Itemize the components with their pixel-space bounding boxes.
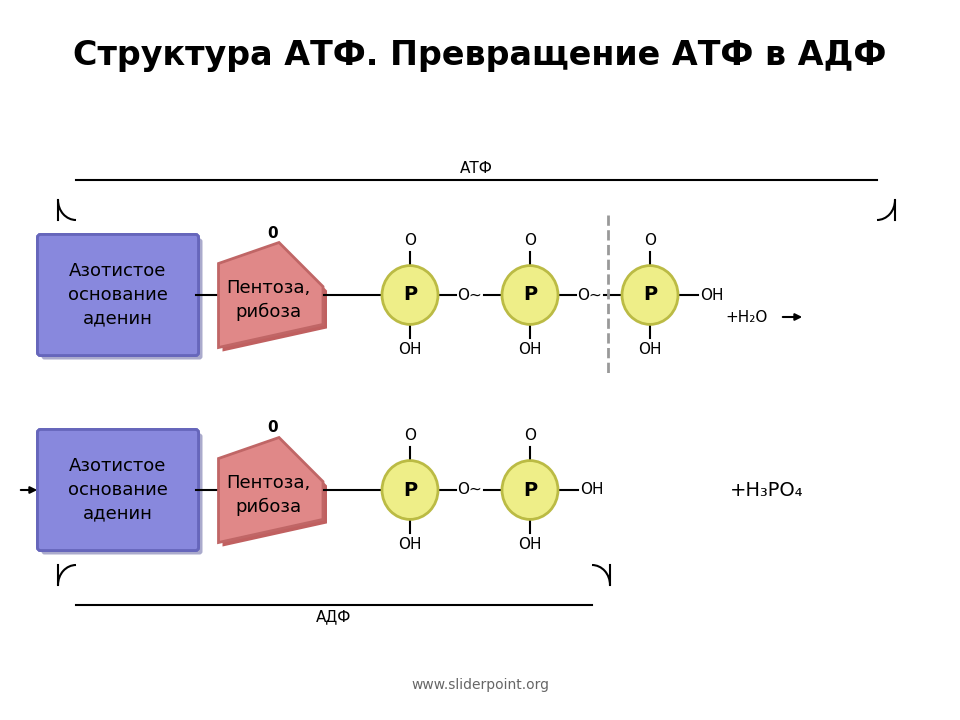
Text: OH: OH bbox=[518, 537, 541, 552]
Text: P: P bbox=[643, 286, 657, 305]
Text: O~: O~ bbox=[578, 287, 602, 302]
Text: O: O bbox=[524, 428, 536, 444]
Text: O~: O~ bbox=[458, 482, 482, 498]
Text: OH: OH bbox=[580, 482, 604, 498]
Text: OH: OH bbox=[518, 342, 541, 357]
Text: АДФ: АДФ bbox=[316, 609, 351, 624]
Text: Азотистое
основание
аденин: Азотистое основание аденин bbox=[68, 262, 168, 328]
Text: Структура АТФ. Превращение АТФ в АДФ: Структура АТФ. Превращение АТФ в АДФ bbox=[73, 38, 887, 71]
Polygon shape bbox=[223, 246, 327, 351]
FancyBboxPatch shape bbox=[37, 430, 199, 551]
Text: Пентоза,
рибоза: Пентоза, рибоза bbox=[226, 474, 310, 516]
Text: O: O bbox=[404, 233, 416, 248]
Polygon shape bbox=[219, 243, 323, 348]
Ellipse shape bbox=[382, 266, 438, 325]
Ellipse shape bbox=[502, 266, 558, 325]
Ellipse shape bbox=[622, 266, 678, 325]
Text: P: P bbox=[403, 286, 417, 305]
FancyBboxPatch shape bbox=[37, 235, 199, 356]
Text: Пентоза,
рибоза: Пентоза, рибоза bbox=[226, 279, 310, 321]
Text: +H₃PO₄: +H₃PO₄ bbox=[730, 480, 804, 500]
Text: O: O bbox=[524, 233, 536, 248]
Text: Азотистое
основание
аденин: Азотистое основание аденин bbox=[68, 457, 168, 523]
FancyBboxPatch shape bbox=[37, 430, 199, 551]
Polygon shape bbox=[223, 441, 327, 546]
Text: OH: OH bbox=[398, 537, 421, 552]
Text: OH: OH bbox=[398, 342, 421, 357]
Text: P: P bbox=[523, 480, 537, 500]
Polygon shape bbox=[219, 438, 323, 542]
Ellipse shape bbox=[382, 461, 438, 519]
Text: 0: 0 bbox=[268, 420, 278, 436]
Text: O: O bbox=[404, 428, 416, 444]
Ellipse shape bbox=[502, 461, 558, 519]
Text: OH: OH bbox=[638, 342, 661, 357]
Text: P: P bbox=[403, 480, 417, 500]
Text: +H₂O: +H₂O bbox=[725, 310, 767, 325]
Text: АТФ: АТФ bbox=[460, 161, 492, 176]
Text: O: O bbox=[644, 233, 656, 248]
Text: P: P bbox=[523, 286, 537, 305]
Text: O~: O~ bbox=[458, 287, 482, 302]
FancyBboxPatch shape bbox=[41, 238, 203, 359]
FancyBboxPatch shape bbox=[37, 235, 199, 356]
FancyBboxPatch shape bbox=[41, 433, 203, 554]
Text: www.sliderpoint.org: www.sliderpoint.org bbox=[411, 678, 549, 692]
Text: 0: 0 bbox=[268, 225, 278, 240]
Text: OH: OH bbox=[700, 287, 724, 302]
